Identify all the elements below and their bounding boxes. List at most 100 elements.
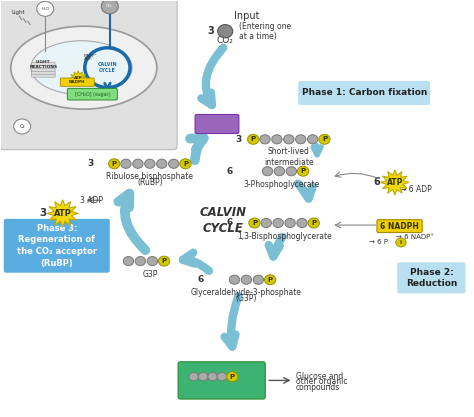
Text: 6: 6	[226, 219, 232, 228]
Text: Output: Output	[207, 391, 237, 400]
Circle shape	[319, 134, 330, 144]
Text: ATP: ATP	[387, 178, 403, 187]
Text: P: P	[322, 136, 327, 142]
Circle shape	[135, 256, 146, 266]
Text: Phase 2:
Reduction: Phase 2: Reduction	[406, 268, 457, 288]
FancyBboxPatch shape	[4, 219, 110, 273]
Text: 3: 3	[236, 135, 242, 144]
Circle shape	[286, 167, 297, 176]
Circle shape	[123, 256, 134, 266]
Text: Glucose and: Glucose and	[296, 372, 343, 381]
Text: P: P	[230, 374, 235, 379]
Text: (G3P): (G3P)	[236, 294, 257, 303]
Text: → 6 P: → 6 P	[369, 239, 388, 246]
Circle shape	[180, 159, 191, 169]
Circle shape	[208, 372, 217, 381]
Text: 6 NADPH: 6 NADPH	[380, 221, 419, 231]
Text: ATP: ATP	[54, 209, 72, 218]
Circle shape	[227, 372, 238, 382]
Text: [CH₂O] (sugar): [CH₂O] (sugar)	[74, 92, 110, 97]
Circle shape	[158, 256, 170, 266]
Circle shape	[260, 135, 270, 144]
Circle shape	[189, 372, 198, 381]
Text: CO₂: CO₂	[106, 4, 114, 8]
Text: 1,3-Bisphosphoglycerate: 1,3-Bisphosphoglycerate	[237, 232, 331, 241]
Circle shape	[261, 219, 272, 228]
Circle shape	[36, 1, 54, 16]
FancyBboxPatch shape	[0, 0, 177, 150]
Circle shape	[156, 159, 167, 168]
Text: P: P	[183, 161, 188, 167]
Text: compounds: compounds	[296, 382, 340, 392]
Circle shape	[264, 275, 276, 285]
Text: Phase 1: Carbon fixation: Phase 1: Carbon fixation	[301, 88, 427, 98]
Circle shape	[262, 167, 273, 176]
FancyBboxPatch shape	[32, 71, 55, 74]
Text: ADP: ADP	[84, 58, 92, 61]
Text: Rubisco: Rubisco	[197, 120, 237, 128]
Text: other organic: other organic	[296, 377, 347, 386]
Text: Phase 3:
Regeneration of
the CO₂ acceptor
(RuBP): Phase 3: Regeneration of the CO₂ accepto…	[17, 224, 97, 268]
Circle shape	[273, 219, 283, 228]
Circle shape	[229, 275, 240, 284]
Polygon shape	[47, 200, 78, 227]
Circle shape	[145, 159, 155, 168]
Text: 3-Phosphoglycerate: 3-Phosphoglycerate	[244, 179, 320, 188]
FancyBboxPatch shape	[32, 62, 55, 65]
Text: Short-lived
intermediate: Short-lived intermediate	[264, 147, 314, 167]
Text: Glyceraldehyde-3-phosphate: Glyceraldehyde-3-phosphate	[191, 288, 302, 297]
Circle shape	[298, 166, 309, 176]
Text: 3 ADP: 3 ADP	[80, 196, 103, 205]
FancyBboxPatch shape	[67, 88, 117, 100]
Text: → 6 NADP⁺: → 6 NADP⁺	[396, 234, 434, 241]
Circle shape	[121, 159, 131, 168]
Circle shape	[109, 159, 120, 169]
Text: ATP: ATP	[74, 76, 82, 80]
FancyBboxPatch shape	[377, 220, 422, 233]
Polygon shape	[381, 170, 409, 195]
Text: NADP⁺: NADP⁺	[84, 54, 98, 58]
Text: P: P	[162, 258, 167, 264]
Circle shape	[247, 134, 259, 144]
Text: → 6 ADP: → 6 ADP	[400, 186, 431, 194]
Text: H₂O: H₂O	[41, 7, 49, 11]
Text: 3: 3	[87, 159, 93, 168]
Text: 6: 6	[226, 167, 232, 176]
Circle shape	[241, 275, 252, 284]
Text: NADPH: NADPH	[69, 80, 85, 84]
Text: P: P	[251, 136, 256, 142]
Polygon shape	[70, 71, 87, 86]
FancyBboxPatch shape	[60, 78, 94, 86]
Circle shape	[101, 0, 118, 14]
Circle shape	[308, 135, 318, 144]
Text: G3P: G3P	[212, 381, 232, 390]
Text: P: P	[112, 161, 117, 167]
Circle shape	[217, 372, 227, 381]
Text: (a sugar): (a sugar)	[204, 386, 239, 395]
FancyBboxPatch shape	[178, 362, 265, 399]
Text: 6: 6	[373, 177, 380, 187]
Circle shape	[308, 218, 319, 228]
Text: (RuBP): (RuBP)	[137, 178, 163, 187]
Circle shape	[296, 135, 306, 144]
Text: LIGHT
REACTIONS: LIGHT REACTIONS	[29, 60, 57, 69]
Text: Input: Input	[234, 11, 259, 21]
FancyBboxPatch shape	[32, 74, 55, 77]
Circle shape	[133, 159, 143, 168]
Text: Light: Light	[12, 10, 26, 15]
FancyBboxPatch shape	[195, 115, 239, 133]
FancyBboxPatch shape	[397, 262, 465, 294]
Text: Ribulose bisphosphate: Ribulose bisphosphate	[106, 172, 193, 181]
Circle shape	[253, 275, 264, 284]
Circle shape	[297, 219, 307, 228]
Circle shape	[283, 135, 294, 144]
Text: (Entering one
at a time): (Entering one at a time)	[239, 22, 292, 41]
Ellipse shape	[31, 41, 132, 95]
Ellipse shape	[11, 26, 157, 109]
Text: P: P	[311, 220, 316, 226]
Text: G3P: G3P	[142, 270, 157, 279]
Text: CO₂: CO₂	[217, 36, 234, 45]
Circle shape	[14, 119, 31, 134]
Circle shape	[218, 25, 233, 38]
Text: P: P	[252, 220, 257, 226]
